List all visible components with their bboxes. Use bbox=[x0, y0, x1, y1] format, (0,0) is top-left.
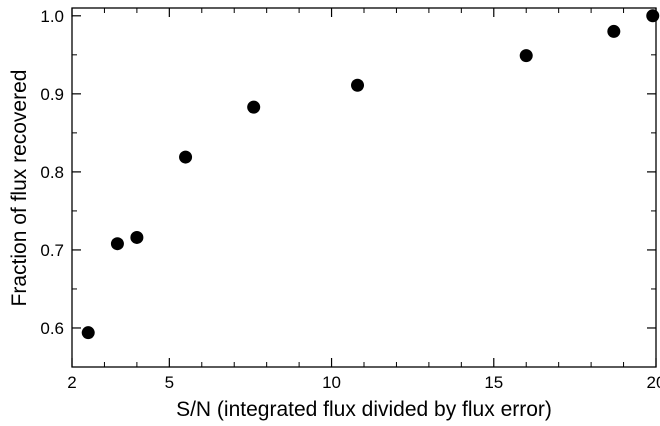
data-point bbox=[247, 100, 261, 114]
y-tick-label: 0.6 bbox=[40, 319, 64, 338]
data-point bbox=[607, 24, 621, 38]
data-point bbox=[519, 49, 533, 63]
data-point bbox=[130, 230, 144, 244]
x-axis-tick-labels: 2 5 10 15 20 bbox=[67, 373, 660, 392]
data-point bbox=[351, 78, 365, 92]
data-point bbox=[179, 150, 193, 164]
data-point bbox=[110, 237, 124, 251]
y-axis-title: Fraction of flux recovered bbox=[8, 70, 31, 307]
x-tick-label: 10 bbox=[322, 373, 341, 392]
y-tick-label: 1.0 bbox=[40, 7, 64, 26]
x-tick-label: 15 bbox=[484, 373, 503, 392]
x-tick-label: 20 bbox=[647, 373, 660, 392]
y-tick-label: 0.8 bbox=[40, 163, 64, 182]
x-tick-label: 2 bbox=[67, 373, 76, 392]
y-tick-label: 0.9 bbox=[40, 85, 64, 104]
y-axis-tick-labels: 0.6 0.7 0.8 0.9 1.0 bbox=[40, 7, 64, 338]
data-points bbox=[81, 9, 660, 340]
x-axis-title: S/N (integrated flux divided by flux err… bbox=[176, 398, 552, 421]
x-tick-label: 5 bbox=[165, 373, 174, 392]
data-point bbox=[81, 326, 95, 340]
plot-frame bbox=[71, 7, 657, 368]
y-axis-ticks bbox=[72, 15, 656, 368]
data-point bbox=[646, 9, 660, 23]
y-tick-label: 0.7 bbox=[40, 241, 64, 260]
x-axis-ticks bbox=[71, 8, 657, 367]
